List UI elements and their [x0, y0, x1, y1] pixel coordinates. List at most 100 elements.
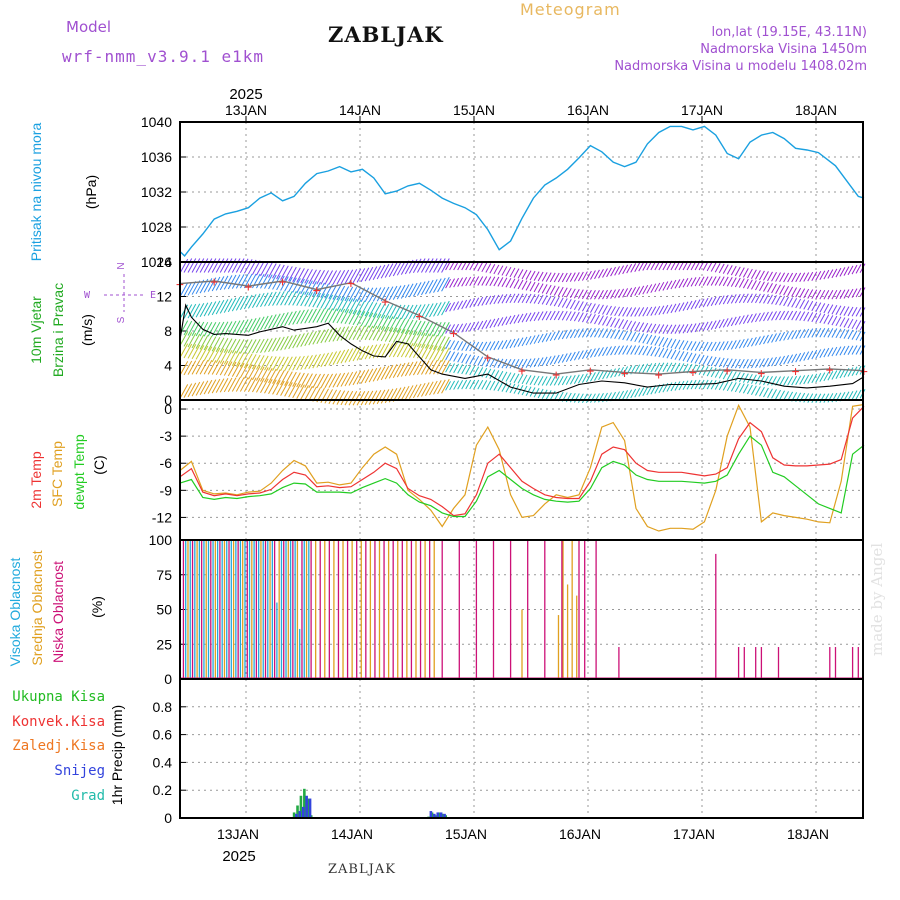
wind-barb: [179, 384, 189, 399]
ytick-label-temperature: -3: [160, 428, 173, 444]
wind-barb: [594, 304, 600, 314]
wind-barb: [368, 313, 378, 328]
wind-barb: [187, 332, 197, 348]
wind-barb: [179, 282, 189, 298]
wind-barb: [288, 334, 297, 350]
wind-barb: [372, 287, 382, 302]
wind-barb: [561, 298, 568, 308]
wind-barb: [408, 282, 418, 298]
wind-barb: [682, 323, 689, 334]
wind-barb: [231, 338, 241, 354]
wind-barb: [734, 372, 741, 382]
wind-barb: [553, 354, 560, 365]
wind-barb: [577, 301, 584, 311]
wind-barb: [235, 296, 245, 311]
wind-barb: [421, 258, 430, 273]
wind-barb: [324, 294, 334, 310]
wind-barb: [678, 340, 685, 350]
wind-barb: [569, 375, 576, 385]
wind-barb: [352, 299, 362, 315]
wind-barb: [698, 354, 705, 365]
wind-barb: [425, 258, 434, 273]
wind-barb: [308, 269, 317, 284]
wind-barb: [296, 355, 305, 371]
wind-barb: [344, 348, 354, 363]
wind-barb: [429, 380, 438, 396]
wind-barb: [272, 291, 281, 306]
wind-barb: [296, 291, 305, 306]
wind-barb: [489, 318, 496, 329]
wind-barb: [243, 318, 253, 334]
wind-barb: [803, 328, 810, 339]
wind-barb: [811, 301, 818, 312]
wind-barb: [658, 337, 665, 347]
wind-barb: [525, 293, 532, 304]
wind-barb: [787, 310, 794, 321]
wind-barb: [308, 308, 317, 324]
wind-barb: [545, 295, 552, 306]
wind-barb: [549, 296, 556, 306]
wind-barb: [324, 373, 334, 389]
wind-barb: [264, 315, 273, 330]
wind-barb: [759, 335, 765, 345]
wind-barb: [284, 356, 293, 371]
wind-barb: [606, 267, 612, 278]
panel-temperature: -12 -9 -6 -3 0: [152, 400, 863, 540]
wind-barb: [340, 286, 350, 301]
wind-barb: [388, 285, 398, 301]
wind-barb: [183, 343, 193, 359]
wind-barb: [541, 295, 548, 305]
wind-barb: [775, 356, 781, 366]
wind-barb: [529, 312, 536, 322]
wind-barb: [811, 393, 818, 403]
wind-barb: [678, 278, 685, 289]
wind-barb: [710, 276, 717, 286]
wind-barb: [388, 304, 398, 319]
wind-barb: [799, 375, 806, 385]
wind-barb: [425, 334, 434, 349]
wind-barb: [251, 365, 261, 381]
wind-barb: [465, 298, 472, 309]
wind-barb: [332, 285, 342, 300]
wind-barb: [352, 391, 362, 406]
wind-barb: [541, 311, 548, 321]
wind-barb: [453, 323, 460, 334]
wind-barb: [795, 298, 802, 309]
wind-barb: [473, 355, 480, 366]
wind-barb: [388, 316, 398, 332]
wind-barb: [710, 320, 717, 330]
wind-barb: [654, 336, 661, 346]
wind-barb: [726, 276, 733, 287]
wind-barb: [763, 282, 769, 292]
wind-direction-marker: +: [244, 280, 252, 295]
wind-barb: [336, 390, 346, 405]
wind-barb: [485, 341, 492, 351]
top-year-label: 2025: [229, 86, 262, 103]
wind-barb: [521, 280, 528, 290]
wind-barb: [775, 310, 781, 321]
wind-barb: [449, 278, 456, 288]
wind-barb: [698, 276, 705, 287]
label-precip-4: Grad: [71, 788, 105, 804]
wind-barb: [388, 262, 398, 278]
ytick-label-wind: 16: [156, 254, 172, 270]
wind-barb: [505, 277, 512, 288]
wind-barb: [489, 341, 496, 351]
wind-barb: [565, 272, 572, 283]
wind-barb: [738, 338, 745, 349]
wind-barb: [509, 267, 516, 278]
label-temp-unit: (C): [91, 455, 107, 474]
wind-barb: [360, 311, 370, 327]
bottom-day-label: 15JAN: [445, 826, 487, 842]
wind-barb: [638, 333, 645, 343]
wind-barb: [650, 323, 657, 334]
wind-barb: [352, 325, 362, 341]
wind-barb: [364, 301, 374, 317]
wind-barb: [477, 356, 484, 366]
wind-barb: [356, 325, 366, 340]
precip-bar: [439, 812, 443, 818]
wind-barb: [807, 300, 814, 311]
wind-barb: [284, 335, 293, 350]
wind-barb: [674, 303, 681, 313]
wind-barb: [726, 381, 733, 392]
